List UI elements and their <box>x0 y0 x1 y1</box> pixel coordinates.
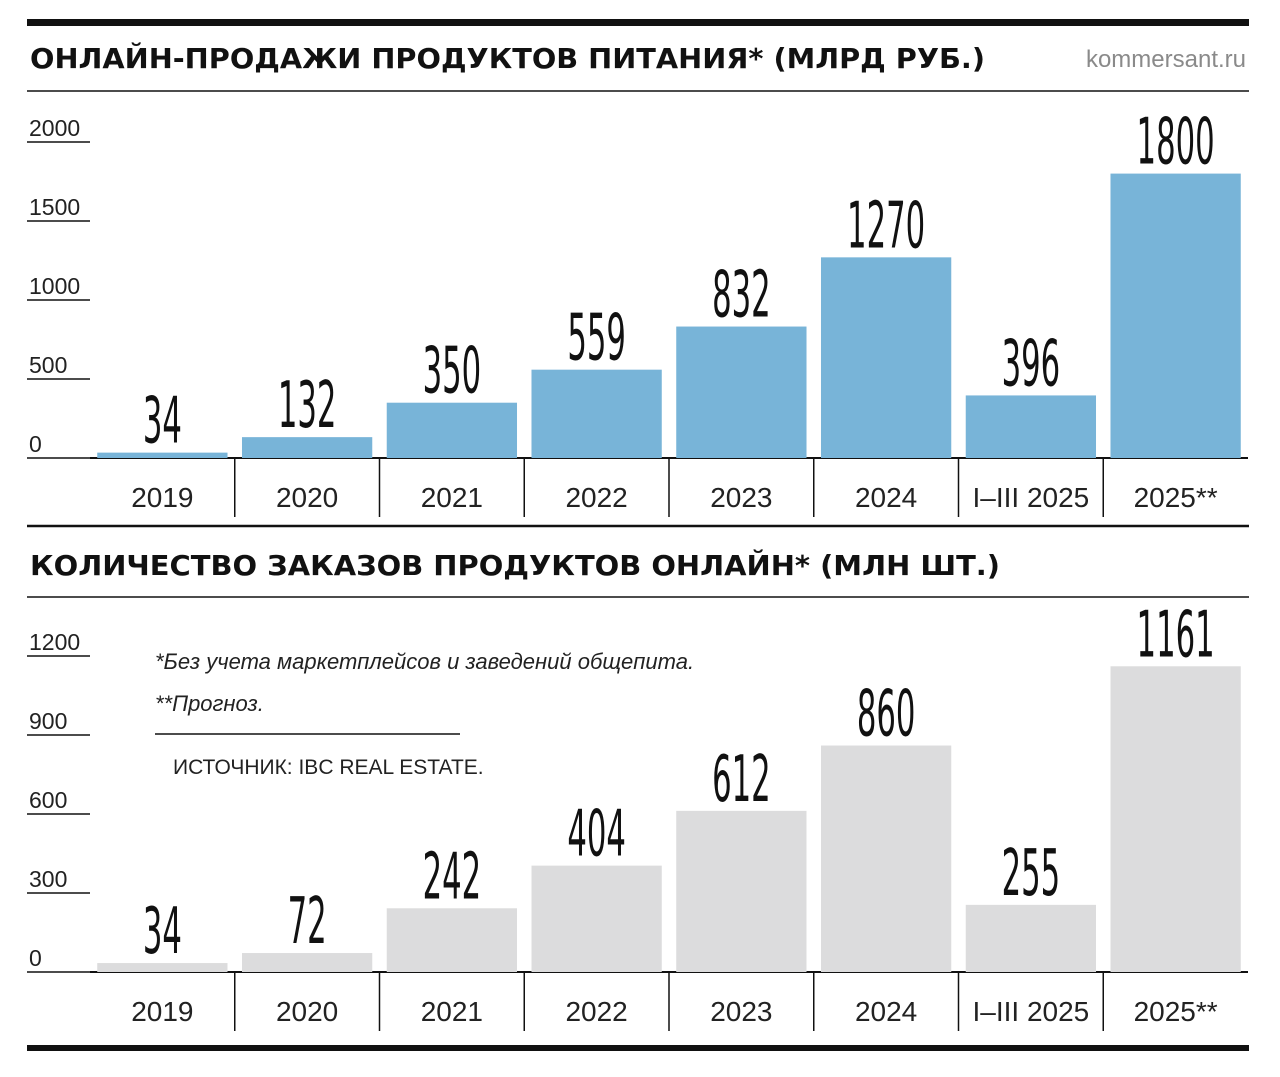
x-tick-label: 2023 <box>710 482 772 513</box>
bar <box>965 395 1097 458</box>
y-tick-label: 1000 <box>29 273 80 299</box>
source-site: kommersant.ru <box>1086 46 1246 73</box>
y-tick-label: 900 <box>29 708 67 734</box>
x-tick-label: 2022 <box>565 482 627 513</box>
value-label: 404 <box>567 796 626 871</box>
y-tick-label: 500 <box>29 352 67 378</box>
value-label: 1800 <box>1137 104 1215 179</box>
bottom-rule <box>27 1045 1249 1051</box>
value-label: 396 <box>1002 326 1061 401</box>
chart-title: ОНЛАЙН-ПРОДАЖИ ПРОДУКТОВ ПИТАНИЯ* (МЛРД … <box>30 41 985 75</box>
bar <box>386 402 518 458</box>
chart-title: КОЛИЧЕСТВО ЗАКАЗОВ ПРОДУКТОВ ОНЛАЙН* (МЛ… <box>30 548 1000 582</box>
y-tick-label: 1500 <box>29 194 80 220</box>
value-label: 559 <box>567 300 626 375</box>
bar <box>1110 173 1241 458</box>
value-label: 34 <box>143 383 182 458</box>
x-tick-label: 2022 <box>565 996 627 1027</box>
bar <box>531 865 662 972</box>
value-label: 832 <box>712 257 771 332</box>
x-tick-label: 2020 <box>276 482 338 513</box>
x-tick-label: 2024 <box>855 996 917 1027</box>
x-tick-label: 2025** <box>1134 996 1218 1027</box>
value-label: 350 <box>423 333 482 408</box>
bar <box>97 452 228 458</box>
bar <box>241 953 373 972</box>
bar <box>386 908 518 972</box>
x-tick-label: 2021 <box>421 996 483 1027</box>
x-tick-label: 2025** <box>1134 482 1218 513</box>
x-tick-label: 2023 <box>710 996 772 1027</box>
y-tick-label: 1200 <box>29 629 80 655</box>
bar <box>1110 666 1241 972</box>
footnote: *Без учета маркетплейсов и заведений общ… <box>155 649 694 674</box>
value-label: 34 <box>143 893 182 968</box>
bar <box>676 810 807 972</box>
y-tick-label: 600 <box>29 787 67 813</box>
y-tick-label: 0 <box>29 431 42 457</box>
x-tick-label: 2021 <box>421 482 483 513</box>
y-tick-label: 0 <box>29 945 42 971</box>
value-label: 242 <box>423 838 482 913</box>
x-tick-label: I–III 2025 <box>972 482 1089 513</box>
value-label: 255 <box>1002 835 1061 910</box>
bar <box>820 745 952 972</box>
y-tick-label: 2000 <box>29 115 80 141</box>
value-label: 132 <box>278 367 337 442</box>
bar <box>820 257 952 458</box>
footnote: **Прогноз. <box>155 691 264 716</box>
x-tick-label: I–III 2025 <box>972 996 1089 1027</box>
source: ИСТОЧНИК: IBC REAL ESTATE. <box>173 756 484 779</box>
x-tick-label: 2024 <box>855 482 917 513</box>
top-rule <box>27 19 1249 26</box>
bar <box>97 963 228 972</box>
value-label: 1161 <box>1137 596 1215 671</box>
value-label: 1270 <box>847 187 925 262</box>
x-tick-label: 2020 <box>276 996 338 1027</box>
x-tick-label: 2019 <box>131 482 193 513</box>
bar <box>531 369 662 458</box>
bar <box>965 904 1097 972</box>
value-label: 612 <box>712 741 771 816</box>
value-label: 72 <box>288 883 327 958</box>
y-tick-label: 300 <box>29 866 67 892</box>
value-label: 860 <box>857 676 916 751</box>
x-tick-label: 2019 <box>131 996 193 1027</box>
bar <box>241 437 373 458</box>
bar <box>676 326 807 458</box>
